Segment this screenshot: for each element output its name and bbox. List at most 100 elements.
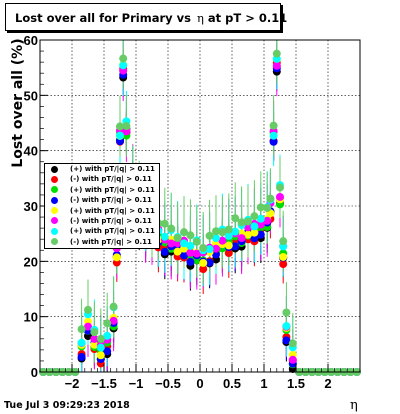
x-tick-label: −1: [129, 376, 144, 391]
data-point: [224, 241, 233, 250]
data-point: [231, 214, 240, 223]
data-point: [119, 61, 128, 70]
data-point: [192, 237, 201, 246]
data-point: [167, 239, 176, 248]
y-tick-label: 50: [24, 88, 38, 103]
data-point: [199, 258, 208, 267]
x-tick-label: 2: [324, 376, 331, 391]
data-point: [282, 322, 291, 331]
data-point: [250, 228, 259, 237]
data-point: [180, 239, 188, 248]
data-point: [109, 316, 118, 325]
legend-label: (+) with pT/|q| > 0.11: [70, 165, 155, 173]
data-point: [96, 334, 105, 343]
legend-label: (-) with pT/|q| > 0.11: [70, 216, 152, 225]
data-point: [272, 49, 281, 58]
legend-entry: (-) with pT/|q| > 0.11: [45, 237, 159, 247]
x-tick-label: −2: [65, 376, 80, 391]
data-point: [173, 247, 182, 256]
data-point: [90, 340, 99, 349]
legend-marker: [51, 238, 58, 246]
data-point: [180, 228, 188, 237]
data-point: [186, 241, 195, 250]
data-point: [192, 249, 201, 258]
data-point: [212, 244, 220, 253]
legend-label: (-) with pT/|q| > 0.11: [70, 196, 152, 205]
legend-marker: [51, 207, 58, 215]
data-point: [224, 249, 233, 258]
x-tick-label: −0.5: [155, 376, 181, 391]
legend-label: (-) with pT/|q| > 0.11: [70, 175, 152, 184]
y-tick-label: 0: [31, 365, 38, 380]
data-point: [212, 227, 220, 236]
data-point: [160, 219, 169, 228]
legend-label: (+) with pT/|q| > 0.11: [70, 227, 155, 236]
legend-marker: [51, 175, 58, 183]
data-point: [167, 224, 176, 233]
data-point: [218, 236, 227, 245]
data-point: [279, 260, 288, 269]
data-point: [279, 237, 288, 246]
data-point: [256, 214, 265, 223]
y-tick-label: 20: [24, 254, 38, 269]
data-point: [231, 242, 240, 251]
data-point: [90, 328, 99, 337]
y-tick-label: 60: [24, 33, 38, 48]
legend-entry: (+) with pT/|q| > 0.11: [45, 164, 159, 174]
data-point: [103, 331, 112, 340]
data-point: [180, 251, 188, 260]
legend-marker: [51, 217, 58, 225]
data-point: [160, 247, 169, 256]
data-point: [116, 122, 124, 131]
data-point: [269, 131, 278, 140]
data-point: [250, 212, 259, 221]
legend-entry: (+) with pT/|q| > 0.11: [45, 185, 159, 195]
x-tick-label: −1.5: [91, 376, 117, 391]
data-point: [186, 257, 195, 266]
data-point: [212, 250, 220, 259]
data-point: [282, 308, 291, 317]
chart-title-prefix: Lost over all for Primary vs: [15, 11, 191, 25]
data-point: [103, 319, 112, 328]
data-point: [122, 122, 131, 131]
data-point: [224, 225, 233, 234]
data-point: [282, 336, 291, 345]
data-point: [279, 252, 288, 261]
data-point: [250, 222, 259, 231]
data-point: [288, 339, 297, 348]
data-point: [109, 302, 118, 311]
data-point: [218, 228, 227, 237]
data-point: [103, 347, 112, 356]
data-point: [205, 258, 214, 267]
chart-title-eta: η: [196, 11, 204, 25]
data-point: [96, 351, 105, 360]
chart-title-suffix: at pT > 0.11: [207, 11, 288, 25]
datestamp: Tue Jul 3 09:29:23 2018: [4, 400, 130, 411]
data-point: [237, 234, 246, 243]
chart-title-box: Lost over all for Primary vs η at pT > 0.…: [5, 3, 287, 31]
data-point: [244, 230, 252, 239]
data-point: [160, 232, 169, 241]
data-point: [263, 203, 272, 212]
legend-marker: [51, 196, 58, 204]
legend-label: (+) with pT/|q| > 0.11: [70, 206, 155, 215]
data-point: [288, 355, 297, 364]
data-point: [90, 334, 99, 343]
data-point: [256, 230, 265, 239]
data-point: [84, 322, 92, 331]
data-point: [256, 220, 265, 229]
y-tick-label: 10: [24, 310, 38, 325]
data-point: [237, 218, 246, 227]
legend-entry: (-) with pT/|q| > 0.11: [45, 174, 159, 184]
data-point: [269, 121, 278, 130]
data-point: [212, 234, 220, 243]
legend-entry: (-) with pT/|q| > 0.11: [45, 195, 159, 205]
legend-label: (-) with pT/|q| > 0.11: [70, 237, 152, 246]
data-point: [112, 253, 121, 262]
data-point: [276, 192, 284, 201]
data-point: [96, 343, 105, 352]
data-point: [272, 61, 281, 70]
data-point: [244, 217, 252, 226]
data-point: [84, 305, 92, 314]
